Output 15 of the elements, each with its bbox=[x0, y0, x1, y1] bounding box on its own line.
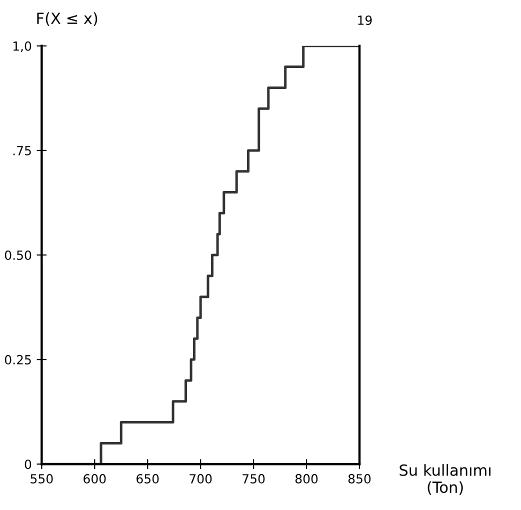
x-tick-label: 800 bbox=[295, 474, 318, 484]
x-tick-label: 650 bbox=[136, 474, 159, 484]
x-tick-label: 750 bbox=[242, 474, 265, 484]
y-tick-label: 0.50 bbox=[4, 250, 32, 260]
x-tick-label: 600 bbox=[84, 474, 106, 484]
y-tick-label: 0.25 bbox=[4, 355, 31, 364]
text: 19 bbox=[358, 16, 372, 25]
x-tick-label: 700 bbox=[190, 474, 212, 484]
x-tick-label: 550 bbox=[30, 474, 53, 484]
x-tick-label: 850 bbox=[348, 474, 371, 484]
y-tick-label: 0 bbox=[24, 460, 32, 470]
y-axis-title: F(X ≤ x) bbox=[37, 12, 98, 26]
y-tick-label: .75 bbox=[13, 146, 31, 156]
x-axis-title: Su kullanımı (Ton) bbox=[400, 464, 490, 495]
y-tick-label: 1,0 bbox=[13, 41, 32, 52]
